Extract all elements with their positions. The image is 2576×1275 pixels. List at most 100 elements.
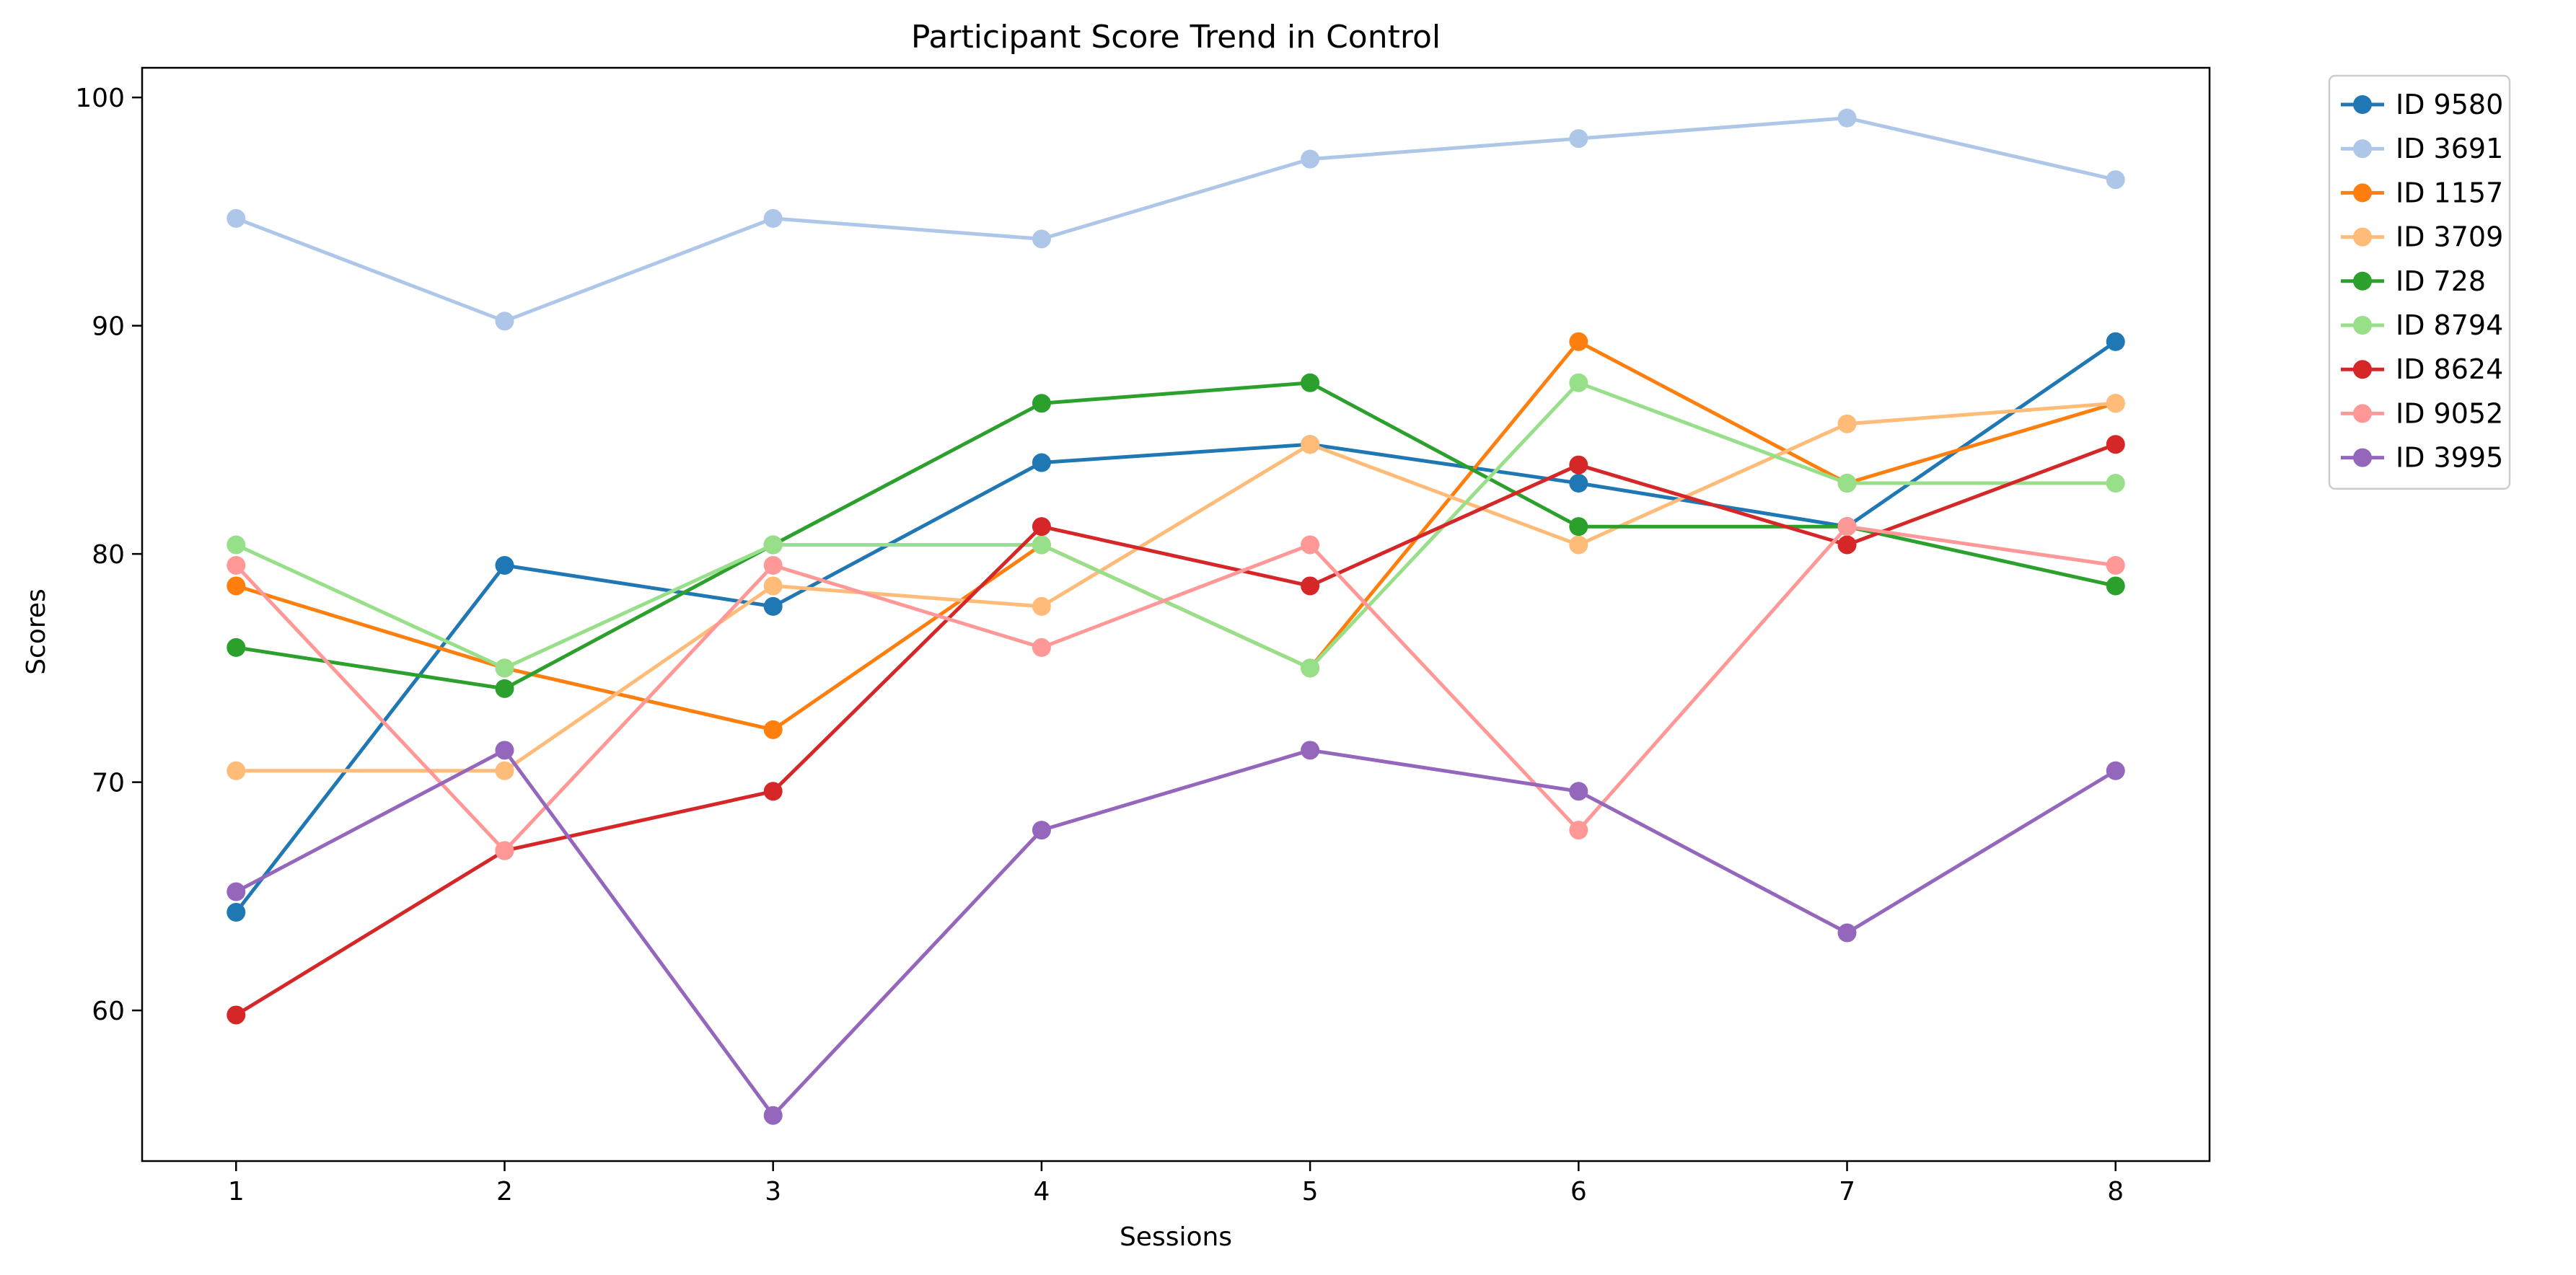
data-point xyxy=(227,555,246,575)
data-point xyxy=(227,882,246,901)
data-point xyxy=(1032,596,1051,616)
data-point xyxy=(1837,517,1857,537)
legend-box xyxy=(2328,74,2511,490)
data-point xyxy=(1569,474,1588,493)
data-point xyxy=(1569,332,1588,351)
data-point xyxy=(1301,373,1320,392)
chart-title: Participant Score Trend in Control xyxy=(911,19,1441,56)
x-tick-label: 2 xyxy=(496,1177,513,1206)
data-point xyxy=(763,535,783,555)
legend-label: ID 728 xyxy=(2396,265,2486,297)
series-id-8794 xyxy=(227,373,2125,678)
data-point xyxy=(227,576,246,596)
data-point xyxy=(2106,394,2125,413)
legend-marker xyxy=(2353,271,2372,291)
series-line xyxy=(234,116,2118,323)
y-tick-label: 60 xyxy=(92,997,125,1026)
data-point xyxy=(2106,761,2125,780)
data-point xyxy=(495,679,514,698)
data-point xyxy=(1301,149,1320,169)
data-point xyxy=(1032,535,1051,555)
data-point xyxy=(1032,517,1051,537)
y-tick-label: 80 xyxy=(92,540,125,570)
plot-area: 1 2 3 4 5 6 7 8 60 70 80 90 100 xyxy=(75,66,2211,1206)
data-point xyxy=(1032,638,1051,657)
y-axis-label: Scores xyxy=(22,588,51,675)
legend-marker xyxy=(2353,360,2372,379)
data-point xyxy=(1837,535,1857,555)
data-point xyxy=(495,312,514,331)
data-point xyxy=(227,535,246,555)
data-point xyxy=(1837,923,1857,943)
data-point xyxy=(1301,658,1320,678)
data-point xyxy=(1837,474,1857,493)
legend-marker xyxy=(2353,227,2372,247)
series-line xyxy=(234,524,2118,853)
data-point xyxy=(227,761,246,780)
legend-marker xyxy=(2353,316,2372,335)
legend-label: ID 3709 xyxy=(2396,221,2503,253)
data-point xyxy=(1569,517,1588,537)
data-point xyxy=(227,208,246,228)
legend-label: ID 3691 xyxy=(2396,133,2503,164)
x-tick-label: 3 xyxy=(765,1177,781,1206)
data-point xyxy=(1569,129,1588,149)
legend-label: ID 9580 xyxy=(2396,89,2503,120)
x-tick-label: 1 xyxy=(228,1177,245,1206)
data-point xyxy=(227,638,246,657)
data-point xyxy=(227,903,246,922)
data-point xyxy=(495,841,514,860)
legend: ID 9580 ID 3691 ID 1157 ID 3709 ID 728 ID 879… xyxy=(2328,74,2511,490)
x-tick-label: 4 xyxy=(1033,1177,1050,1206)
series-id-9052 xyxy=(227,517,2125,860)
data-point xyxy=(2106,170,2125,190)
series-line xyxy=(234,442,2118,1017)
data-point xyxy=(1301,576,1320,596)
data-point xyxy=(1032,394,1051,413)
data-point xyxy=(495,741,514,760)
legend-label: ID 8624 xyxy=(2396,353,2503,385)
y-tick-label: 100 xyxy=(75,84,125,113)
series-id-3691 xyxy=(227,108,2125,331)
data-point xyxy=(1032,229,1051,249)
x-tick-label: 8 xyxy=(2107,1177,2124,1206)
data-point xyxy=(1301,741,1320,760)
legend-marker xyxy=(2353,183,2372,203)
data-point xyxy=(2106,435,2125,454)
data-point xyxy=(1569,373,1588,392)
plot-frame xyxy=(141,66,2211,1162)
data-point xyxy=(495,555,514,575)
data-point xyxy=(763,782,783,801)
data-point xyxy=(1569,782,1588,801)
data-point xyxy=(2106,576,2125,596)
series-id-3995 xyxy=(227,741,2125,1125)
legend-marker xyxy=(2353,95,2372,114)
legend-label: ID 8794 xyxy=(2396,309,2503,341)
series-line xyxy=(234,381,2118,691)
series-line xyxy=(234,748,2118,1118)
x-tick-label: 5 xyxy=(1302,1177,1319,1206)
data-point xyxy=(495,658,514,678)
legend-marker xyxy=(2353,139,2372,159)
series-line xyxy=(234,340,2118,914)
data-point xyxy=(2106,555,2125,575)
legend-label: ID 3995 xyxy=(2396,442,2503,474)
data-point xyxy=(2106,332,2125,351)
data-point xyxy=(763,1106,783,1125)
x-tick-label: 6 xyxy=(1570,1177,1587,1206)
data-point xyxy=(763,555,783,575)
data-point xyxy=(2106,474,2125,493)
data-point xyxy=(1837,414,1857,433)
data-point xyxy=(227,1005,246,1025)
legend-label: ID 9052 xyxy=(2396,397,2503,429)
y-tick-label: 70 xyxy=(92,769,125,798)
data-point xyxy=(1301,435,1320,454)
legend-label: ID 1157 xyxy=(2396,177,2503,208)
data-point xyxy=(763,208,783,228)
series-line xyxy=(234,401,2118,773)
legend-marker xyxy=(2353,404,2372,423)
x-axis-label: Sessions xyxy=(1120,1222,1232,1252)
